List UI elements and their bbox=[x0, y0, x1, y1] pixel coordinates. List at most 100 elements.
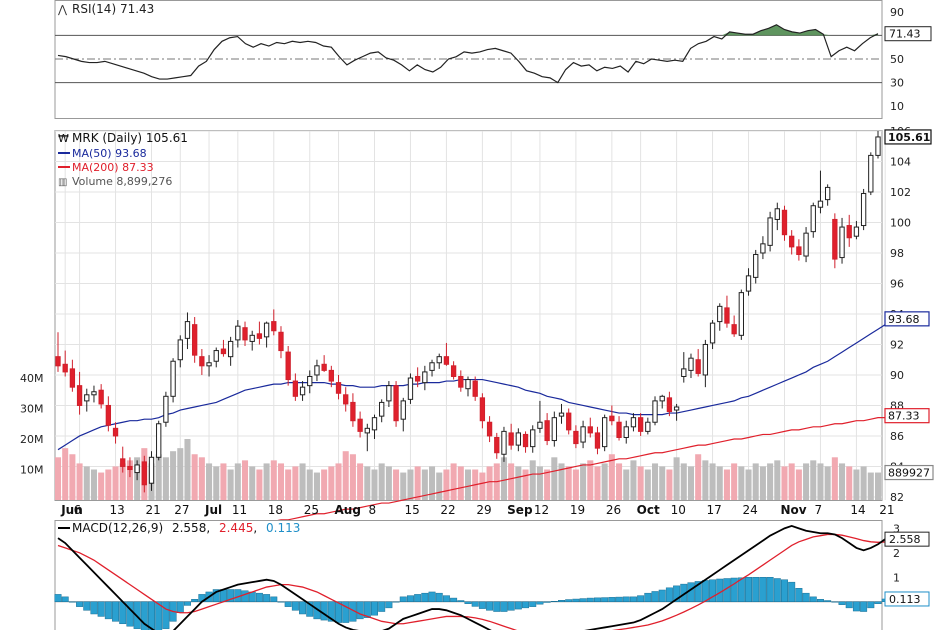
volume-bar bbox=[62, 448, 69, 500]
volume-bar bbox=[594, 466, 601, 500]
macd-y-axis: 1 2 32.558 0.113 bbox=[884, 522, 930, 607]
candle-body bbox=[429, 362, 435, 371]
macd-histogram-bar bbox=[270, 596, 278, 602]
macd-legend-label: MACD(12,26,9) 2.558, 2.445, 0.113 bbox=[72, 521, 300, 535]
candle-body bbox=[465, 379, 471, 390]
volume-bar bbox=[767, 463, 774, 500]
candle-body bbox=[364, 427, 370, 434]
candle-body bbox=[357, 418, 363, 432]
volume-bar bbox=[709, 463, 716, 500]
macd-value-tag-box bbox=[884, 531, 930, 547]
candle-body bbox=[630, 417, 637, 428]
volume-tick-label: 10M bbox=[20, 464, 44, 477]
volume-bar bbox=[723, 469, 730, 500]
ma200-value-tag-box bbox=[884, 408, 930, 424]
volume-bar bbox=[385, 466, 392, 500]
price-tick-label: 90 bbox=[890, 369, 904, 382]
candle-body bbox=[458, 375, 464, 388]
macd-histogram-bar bbox=[464, 601, 472, 604]
macd-histogram-bar bbox=[752, 577, 760, 602]
ma50-value-tag-box bbox=[884, 311, 930, 327]
date-tick-label: Sep bbox=[507, 503, 533, 517]
volume-bar bbox=[105, 469, 112, 500]
candle-body bbox=[192, 324, 198, 356]
candle-body bbox=[673, 406, 680, 411]
volume-bar bbox=[508, 463, 515, 500]
macd-histogram-bar bbox=[536, 601, 544, 605]
macd-histogram-bar bbox=[76, 601, 84, 607]
volume-bar bbox=[874, 472, 882, 500]
volume-bar bbox=[817, 463, 824, 500]
macd-histogram-bar bbox=[212, 589, 220, 602]
macd-histogram-bar bbox=[809, 596, 817, 602]
macd-line bbox=[57, 524, 886, 630]
macd-histogram bbox=[54, 577, 889, 630]
volume-legend-icon: ▥ bbox=[58, 177, 67, 188]
macd-histogram-bar bbox=[176, 601, 184, 614]
macd-histogram-bar bbox=[126, 601, 134, 627]
macd-histogram-bar bbox=[248, 591, 256, 602]
volume-bar bbox=[616, 463, 623, 500]
candle-body bbox=[170, 360, 176, 397]
macd-histogram-bar bbox=[97, 601, 105, 617]
macd-histogram-bar bbox=[716, 578, 724, 602]
volume-bar bbox=[184, 439, 191, 500]
volume-bar bbox=[285, 469, 292, 500]
volume-bar bbox=[170, 451, 177, 500]
candle-body bbox=[278, 331, 284, 352]
candle-body bbox=[681, 368, 687, 377]
macd-histogram-bar bbox=[852, 601, 860, 612]
candle-body bbox=[343, 394, 349, 405]
ma50-legend-label: MA(50) 93.68 bbox=[72, 147, 147, 160]
volume-bar bbox=[436, 472, 443, 500]
date-tick-label: 14 bbox=[850, 503, 865, 517]
date-tick-label: 24 bbox=[743, 503, 758, 517]
candle-body bbox=[105, 404, 112, 426]
macd-histogram-bar bbox=[162, 601, 170, 629]
rsi-panel: ⋀ RSI(14) 71.43 103050709071.43 bbox=[54, 0, 932, 119]
date-tick-label: 12 bbox=[534, 503, 549, 517]
date-tick-label: Oct bbox=[637, 503, 660, 517]
candle-body bbox=[602, 417, 608, 448]
volume-bar bbox=[407, 469, 414, 500]
macd-histogram-bar bbox=[90, 601, 98, 615]
ma50-value-tag: 93.68 bbox=[888, 313, 920, 326]
candle-body bbox=[717, 305, 723, 323]
volume-bar bbox=[781, 466, 788, 500]
candle-body bbox=[177, 339, 183, 361]
candle-body bbox=[868, 154, 874, 193]
volume-bar bbox=[651, 463, 659, 500]
candle-body bbox=[321, 363, 327, 371]
macd-histogram-bar bbox=[730, 577, 738, 602]
macd-histogram-bar bbox=[565, 599, 573, 602]
volume-bar bbox=[198, 457, 205, 500]
date-tick-label: 21 bbox=[879, 503, 894, 517]
candle-body bbox=[846, 225, 852, 239]
volume-bar bbox=[544, 469, 551, 500]
volume-bar bbox=[839, 463, 846, 500]
macd-histogram-bar bbox=[263, 594, 271, 602]
macd-signal-line bbox=[57, 533, 886, 630]
candle-body bbox=[860, 193, 867, 227]
volume-bar bbox=[795, 469, 802, 500]
macd-histogram-bar bbox=[183, 601, 191, 606]
macd-histogram-bar bbox=[788, 581, 796, 602]
macd-histogram-bar bbox=[558, 600, 565, 602]
macd-histogram-bar bbox=[493, 601, 501, 612]
macd-histogram-bar bbox=[586, 597, 594, 602]
candle-body bbox=[184, 321, 191, 339]
volume-bar bbox=[738, 466, 745, 500]
macd-histogram-bar bbox=[471, 601, 479, 607]
volume-bar bbox=[666, 469, 673, 500]
candle-body bbox=[335, 382, 342, 394]
date-tick-label: Jul bbox=[204, 503, 222, 517]
rsi-legend: ⋀ RSI(14) 71.43 bbox=[57, 2, 154, 16]
rsi-tick-label: 30 bbox=[890, 77, 904, 90]
volume-bar bbox=[400, 472, 407, 500]
candle-body bbox=[299, 386, 306, 396]
macd-histogram-bar bbox=[601, 597, 609, 602]
macd-histogram-bar bbox=[615, 596, 623, 602]
candle-body bbox=[587, 426, 593, 434]
macd-histogram-bar bbox=[701, 580, 709, 602]
candle-body bbox=[796, 246, 802, 256]
